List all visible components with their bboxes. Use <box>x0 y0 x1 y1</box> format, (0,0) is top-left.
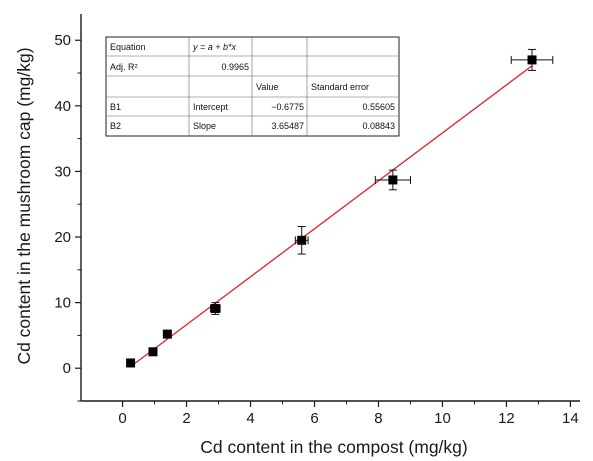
x-tick-label: 10 <box>434 410 451 427</box>
y-tick-label: 20 <box>54 229 71 246</box>
y-tick-label: 0 <box>63 360 71 377</box>
data-point <box>297 236 306 245</box>
data-point <box>126 358 135 367</box>
fit-table-name: Slope <box>193 121 216 131</box>
fit-table-name: Intercept <box>193 102 229 112</box>
x-axis-title: Cd content in the compost (mg/kg) <box>200 437 467 457</box>
fit-table-param: B1 <box>110 102 121 112</box>
fit-table-value: 3.65487 <box>271 121 304 131</box>
x-tick-label: 6 <box>310 410 318 427</box>
x-tick-label: 4 <box>246 410 254 427</box>
y-tick-label: 40 <box>54 98 71 115</box>
fit-table-se: 0.55605 <box>362 102 395 112</box>
x-tick-label: 8 <box>374 410 382 427</box>
fit-table-equation: y = a + b*x <box>192 42 237 52</box>
x-tick-label: 2 <box>182 410 190 427</box>
fit-table-col-value: Value <box>256 82 278 92</box>
fit-results-table: Equation y = a + b*x Adj. R² 0.9965 Valu… <box>106 37 399 136</box>
y-tick-label: 30 <box>54 163 71 180</box>
data-point <box>388 175 397 184</box>
data-point <box>148 347 157 356</box>
data-point <box>528 55 537 64</box>
y-tick-label: 50 <box>54 32 71 49</box>
fit-table-equation-label: Equation <box>110 42 146 52</box>
fit-table-param: B2 <box>110 121 121 131</box>
fit-table-col-se: Standard error <box>311 82 369 92</box>
x-tick-label: 12 <box>498 410 515 427</box>
x-tick-label: 0 <box>118 410 126 427</box>
data-point <box>211 304 220 313</box>
fit-table-se: 0.08843 <box>362 121 395 131</box>
y-tick-label: 10 <box>54 295 71 312</box>
y-axis-title: Cd content in the mushroom cap (mg/kg) <box>14 47 34 364</box>
data-point <box>163 330 172 339</box>
fit-table-value: −0.6775 <box>271 102 304 112</box>
fit-table-adjr2-value: 0.9965 <box>221 62 249 72</box>
fit-table-adjr2-label: Adj. R² <box>110 62 138 72</box>
x-tick-label: 14 <box>562 410 579 427</box>
